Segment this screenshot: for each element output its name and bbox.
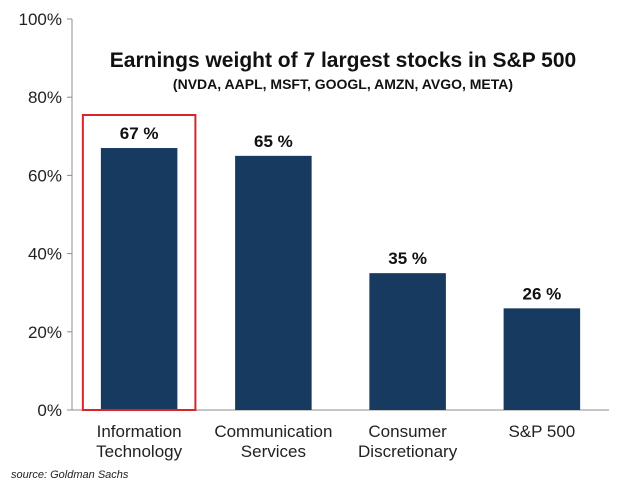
x-tick-label: Communication Services xyxy=(214,422,332,461)
x-tick-label: Consumer Discretionary xyxy=(358,422,458,461)
data-labels: 67 % 65 % 35 % 26 % xyxy=(120,124,562,303)
y-tick-label: 60% xyxy=(28,166,62,185)
data-label: 26 % xyxy=(523,284,562,303)
chart-subtitle: (NVDA, AAPL, MSFT, GOOGL, AMZN, AVGO, ME… xyxy=(173,76,513,92)
data-label: 65 % xyxy=(254,132,293,151)
data-label: 35 % xyxy=(388,249,427,268)
bar xyxy=(235,155,312,410)
bars xyxy=(100,148,581,410)
x-tick-label: Information Technology xyxy=(96,422,183,461)
y-tick-label: 80% xyxy=(28,88,62,107)
bar xyxy=(100,148,178,410)
y-axis-ticks: 0% 20% 40% 60% 80% 100% xyxy=(19,10,72,420)
highlight-box xyxy=(81,114,197,411)
y-tick-label: 40% xyxy=(28,245,62,264)
source-note: source: Goldman Sachs xyxy=(11,469,129,481)
bar xyxy=(503,308,581,410)
x-axis-ticks: Information Technology Communication Servic… xyxy=(96,422,575,461)
y-tick-label: 20% xyxy=(28,323,62,342)
bar xyxy=(369,273,446,410)
x-tick-label: S&P 500 xyxy=(508,422,575,441)
y-tick-label: 100% xyxy=(19,10,62,29)
y-tick-label: 0% xyxy=(37,401,62,420)
data-label: 67 % xyxy=(120,124,159,143)
chart-title: Earnings weight of 7 largest stocks in S… xyxy=(110,49,576,72)
